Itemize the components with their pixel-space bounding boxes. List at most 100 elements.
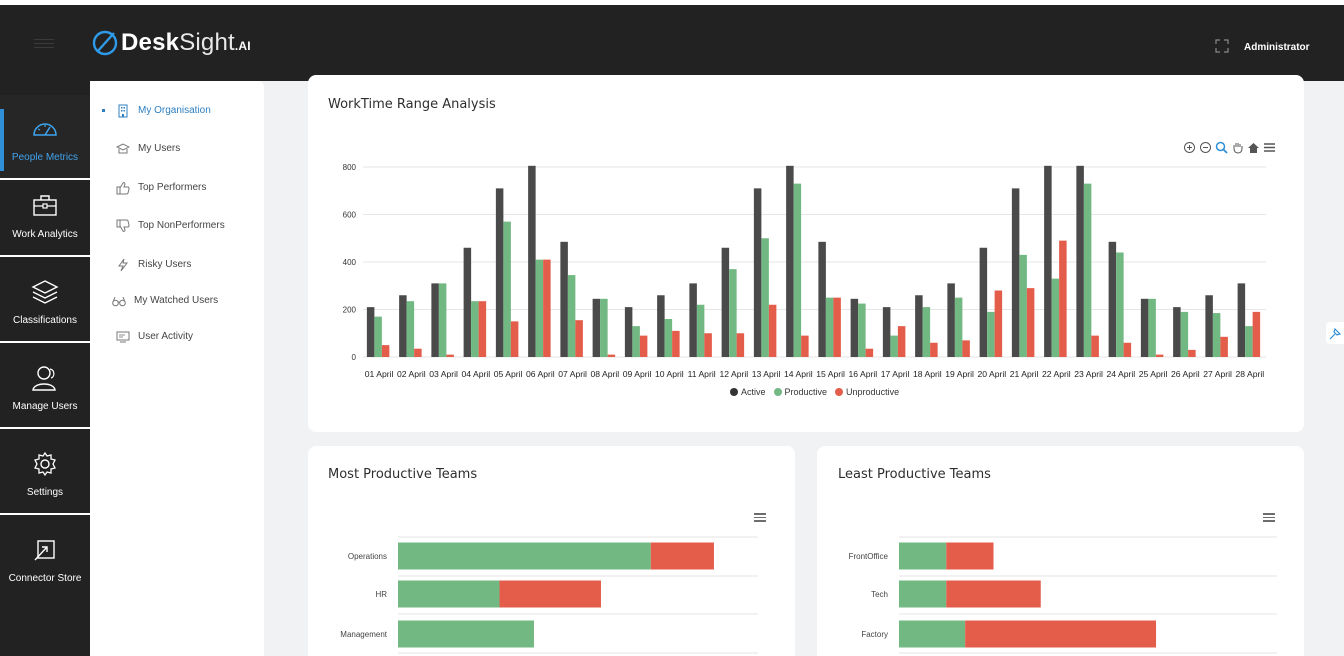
nav-connector-store[interactable]: Connector Store [0, 516, 90, 601]
bar-unproductive[interactable] [946, 580, 1041, 608]
bar-unproductive[interactable] [575, 320, 583, 357]
bar-active[interactable] [1173, 307, 1181, 357]
bar-productive[interactable] [1019, 254, 1027, 357]
bar-productive[interactable] [1116, 252, 1124, 358]
bar-productive[interactable] [567, 275, 576, 357]
bar-unproductive[interactable] [1155, 354, 1164, 357]
bar-productive[interactable] [899, 542, 947, 570]
bar-productive[interactable] [729, 269, 737, 357]
bar-active[interactable] [657, 295, 665, 357]
bar-unproductive[interactable] [499, 580, 601, 608]
bar-productive[interactable] [406, 301, 415, 357]
bar-active[interactable] [689, 283, 697, 357]
submenu-my-organisation[interactable]: My Organisation [90, 101, 264, 121]
submenu-top-performers[interactable]: Top Performers [90, 178, 264, 198]
submenu-user-activity[interactable]: User Activity [90, 327, 264, 347]
bar-productive[interactable] [1212, 313, 1221, 357]
bar-productive[interactable] [374, 316, 382, 357]
bar-unproductive[interactable] [414, 348, 422, 357]
submenu-my-users[interactable]: My Users [90, 139, 264, 159]
bar-productive[interactable] [922, 307, 931, 357]
bar-active[interactable] [1205, 295, 1213, 357]
bar-productive[interactable] [954, 297, 963, 357]
bar-productive[interactable] [438, 283, 447, 357]
bar-productive[interactable] [899, 620, 966, 648]
bar-active[interactable] [463, 247, 472, 357]
bar-unproductive[interactable] [672, 330, 680, 357]
bar-productive[interactable] [1245, 326, 1253, 357]
chart-menu-icon[interactable] [1263, 513, 1275, 522]
bar-unproductive[interactable] [833, 297, 841, 357]
fullscreen-icon[interactable] [1215, 39, 1229, 53]
bar-active[interactable] [753, 188, 762, 357]
bar-productive[interactable] [899, 580, 947, 608]
bar-productive[interactable] [632, 326, 640, 357]
bar-unproductive[interactable] [1123, 342, 1132, 357]
bar-active[interactable] [495, 188, 504, 357]
bar-active[interactable] [979, 247, 988, 357]
bar-unproductive[interactable] [994, 290, 1003, 358]
bar-active[interactable] [1011, 188, 1020, 357]
bar-unproductive[interactable] [1220, 336, 1228, 357]
bar-active[interactable] [1237, 283, 1246, 357]
legend-item-active[interactable]: Active [730, 387, 766, 397]
submenu-risky-users[interactable]: Risky Users [90, 255, 264, 275]
bar-productive[interactable] [664, 319, 673, 357]
nav-settings[interactable]: Settings [0, 430, 90, 515]
bar-unproductive[interactable] [965, 620, 1157, 648]
bar-productive[interactable] [1083, 183, 1092, 357]
bar-active[interactable] [592, 298, 601, 357]
bar-active[interactable] [850, 298, 859, 357]
bar-active[interactable] [1076, 165, 1084, 357]
bar-active[interactable] [947, 283, 955, 357]
bar-productive[interactable] [398, 580, 500, 608]
chart-menu-icon[interactable] [1263, 141, 1276, 154]
bar-unproductive[interactable] [1188, 349, 1196, 357]
nav-people-metrics[interactable]: People Metrics [0, 95, 90, 180]
bar-active[interactable] [1140, 298, 1149, 357]
user-menu[interactable]: Administrator [1244, 42, 1310, 53]
bar-productive[interactable] [535, 259, 544, 357]
chart-menu-icon[interactable] [754, 513, 766, 522]
legend-item-productive[interactable]: Productive [773, 387, 827, 397]
bar-productive[interactable] [1180, 311, 1189, 357]
nav-work-analytics[interactable]: Work Analytics [0, 172, 90, 257]
bar-active[interactable] [915, 295, 923, 357]
bar-unproductive[interactable] [704, 333, 712, 357]
bar-active[interactable] [786, 165, 794, 357]
menu-toggle-icon[interactable] [34, 39, 54, 49]
home-reset-icon[interactable] [1247, 141, 1260, 154]
bar-unproductive[interactable] [639, 335, 648, 357]
bar-unproductive[interactable] [446, 354, 454, 357]
app-logo[interactable]: DeskSight.AI [92, 29, 251, 57]
bar-productive[interactable] [600, 298, 608, 357]
bar-active[interactable] [366, 307, 375, 357]
bar-unproductive[interactable] [897, 326, 906, 357]
bar-active[interactable] [721, 247, 730, 357]
bar-unproductive[interactable] [1091, 335, 1099, 357]
bar-unproductive[interactable] [930, 342, 938, 357]
zoom-in-icon[interactable] [1183, 141, 1196, 154]
bar-productive[interactable] [471, 301, 479, 357]
bar-active[interactable] [528, 165, 536, 357]
bar-unproductive[interactable] [1059, 240, 1067, 357]
bar-unproductive[interactable] [768, 304, 777, 357]
selection-zoom-icon[interactable] [1215, 141, 1228, 154]
bar-productive[interactable] [1148, 298, 1156, 357]
bar-productive[interactable] [890, 335, 898, 357]
pin-tab[interactable] [1326, 322, 1344, 344]
bar-active[interactable] [431, 283, 439, 357]
bar-active[interactable] [882, 307, 891, 357]
bar-unproductive[interactable] [510, 321, 519, 357]
bar-unproductive[interactable] [650, 542, 714, 570]
bar-unproductive[interactable] [381, 345, 390, 357]
bar-active[interactable] [818, 241, 826, 357]
bar-productive[interactable] [696, 304, 705, 357]
bar-active[interactable] [1108, 241, 1117, 357]
pan-hand-icon[interactable] [1231, 141, 1244, 154]
bar-unproductive[interactable] [478, 301, 487, 357]
bar-productive[interactable] [825, 297, 834, 357]
bar-unproductive[interactable] [543, 259, 551, 357]
bar-productive[interactable] [398, 620, 534, 648]
nav-classifications[interactable]: Classifications [0, 258, 90, 343]
